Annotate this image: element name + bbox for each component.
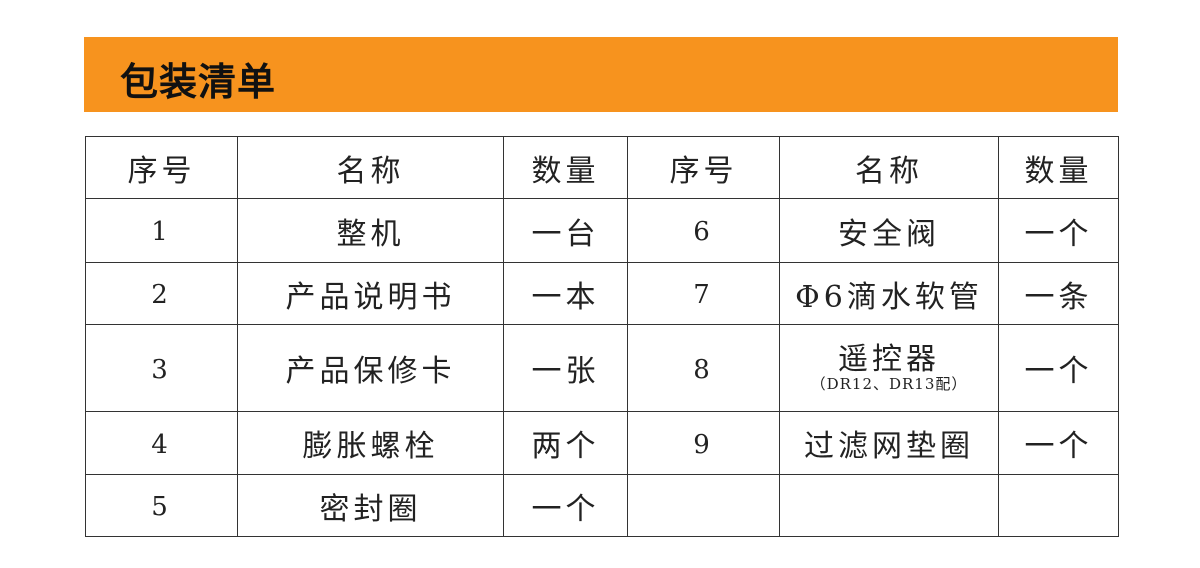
header-cell: 名称 — [237, 136, 504, 199]
cell-text: 4 — [151, 429, 172, 460]
cell-l-no: 1 — [85, 198, 238, 263]
packing-list-table: 序号 名称 数量 序号 名称 数量 1 整机 一台 6 安全阀 一个 2 产品说明书 一本 7 Φ6… — [85, 136, 1119, 537]
cell-l-no: 3 — [85, 324, 238, 412]
cell-l-no: 5 — [85, 474, 238, 537]
cell-text: 5 — [151, 492, 172, 522]
cell-l-name: 膨胀螺栓 — [237, 411, 504, 475]
table-row: 2 产品说明书 一本 7 Φ6滴水软管 一条 — [85, 262, 1119, 325]
cell-r-qty: 一个 — [998, 411, 1119, 475]
cell-l-qty: 一张 — [503, 324, 628, 412]
cell-text: 过滤网垫圈 — [804, 429, 974, 464]
cell-l-qty: 一个 — [503, 474, 628, 537]
header-cell: 数量 — [503, 136, 628, 199]
cell-r-qty: 一个 — [998, 198, 1119, 263]
header-cell: 名称 — [779, 136, 999, 199]
cell-r-no: 9 — [627, 411, 780, 475]
cell-l-name: 整机 — [237, 198, 504, 263]
cell-l-name: 密封圈 — [237, 474, 504, 537]
cell-text: 产品说明书 — [285, 279, 456, 315]
cell-text: 1 — [151, 217, 172, 247]
cell-text: 密封圈 — [319, 491, 422, 527]
header-cell: 序号 — [85, 136, 238, 199]
cell-r-qty: 一条 — [998, 262, 1119, 325]
cell-text: 安全阀 — [838, 216, 940, 252]
cell-text: 一个 — [531, 491, 600, 527]
cell-r-name — [779, 474, 999, 537]
cell-text: 一个 — [1024, 354, 1093, 389]
cell-text: 一个 — [1024, 216, 1093, 252]
table-row: 3 产品保修卡 一张 8 遥控器 （DR12、DR13配） 一个 — [85, 324, 1119, 412]
table-row: 5 密封圈 一个 — [85, 474, 1119, 537]
cell-r-name: 遥控器 （DR12、DR13配） — [779, 324, 999, 412]
header-row: 序号 名称 数量 序号 名称 数量 — [85, 136, 1119, 199]
cell-r-no: 6 — [627, 198, 780, 263]
cell-text: 一本 — [531, 279, 600, 315]
cell-text: 9 — [693, 429, 714, 460]
table-row: 1 整机 一台 6 安全阀 一个 — [85, 198, 1119, 263]
cell-r-name: 安全阀 — [779, 198, 999, 263]
cell-r-qty — [998, 474, 1119, 537]
cell-text: 遥控器 — [838, 342, 940, 377]
cell-text: 膨胀螺栓 — [302, 429, 439, 464]
table-row: 4 膨胀螺栓 两个 9 过滤网垫圈 一个 — [85, 411, 1119, 475]
cell-text: 8 — [693, 354, 714, 385]
cell-r-no: 8 — [627, 324, 780, 412]
cell-l-name: 产品保修卡 — [237, 324, 504, 412]
title-banner: 包装清单 — [84, 37, 1118, 112]
cell-text: 3 — [151, 354, 172, 385]
cell-l-qty: 两个 — [503, 411, 628, 475]
cell-text: 一张 — [531, 354, 600, 389]
cell-l-no: 2 — [85, 262, 238, 325]
cell-r-name: 过滤网垫圈 — [779, 411, 999, 475]
cell-text: 一条 — [1024, 279, 1093, 315]
cell-text: 2 — [151, 280, 172, 310]
cell-text: 两个 — [531, 429, 600, 464]
cell-note: （DR12、DR13配） — [810, 375, 968, 393]
cell-r-no: 7 — [627, 262, 780, 325]
cell-l-qty: 一本 — [503, 262, 628, 325]
cell-text: 一个 — [1024, 429, 1093, 464]
cell-text: 产品保修卡 — [285, 354, 456, 389]
page-title: 包装清单 — [120, 60, 277, 104]
header-cell: 序号 — [627, 136, 780, 199]
cell-l-qty: 一台 — [503, 198, 628, 263]
cell-r-name: Φ6滴水软管 — [779, 262, 999, 325]
cell-text: 整机 — [336, 216, 405, 252]
cell-l-name: 产品说明书 — [237, 262, 504, 325]
cell-r-no — [627, 474, 780, 537]
cell-r-qty: 一个 — [998, 324, 1119, 412]
header-cell: 数量 — [998, 136, 1119, 199]
cell-l-no: 4 — [85, 411, 238, 475]
cell-text: 6 — [693, 217, 714, 247]
cell-text: 7 — [693, 280, 714, 310]
cell-text: Φ6滴水软管 — [795, 279, 983, 315]
cell-text: 一台 — [531, 216, 600, 252]
